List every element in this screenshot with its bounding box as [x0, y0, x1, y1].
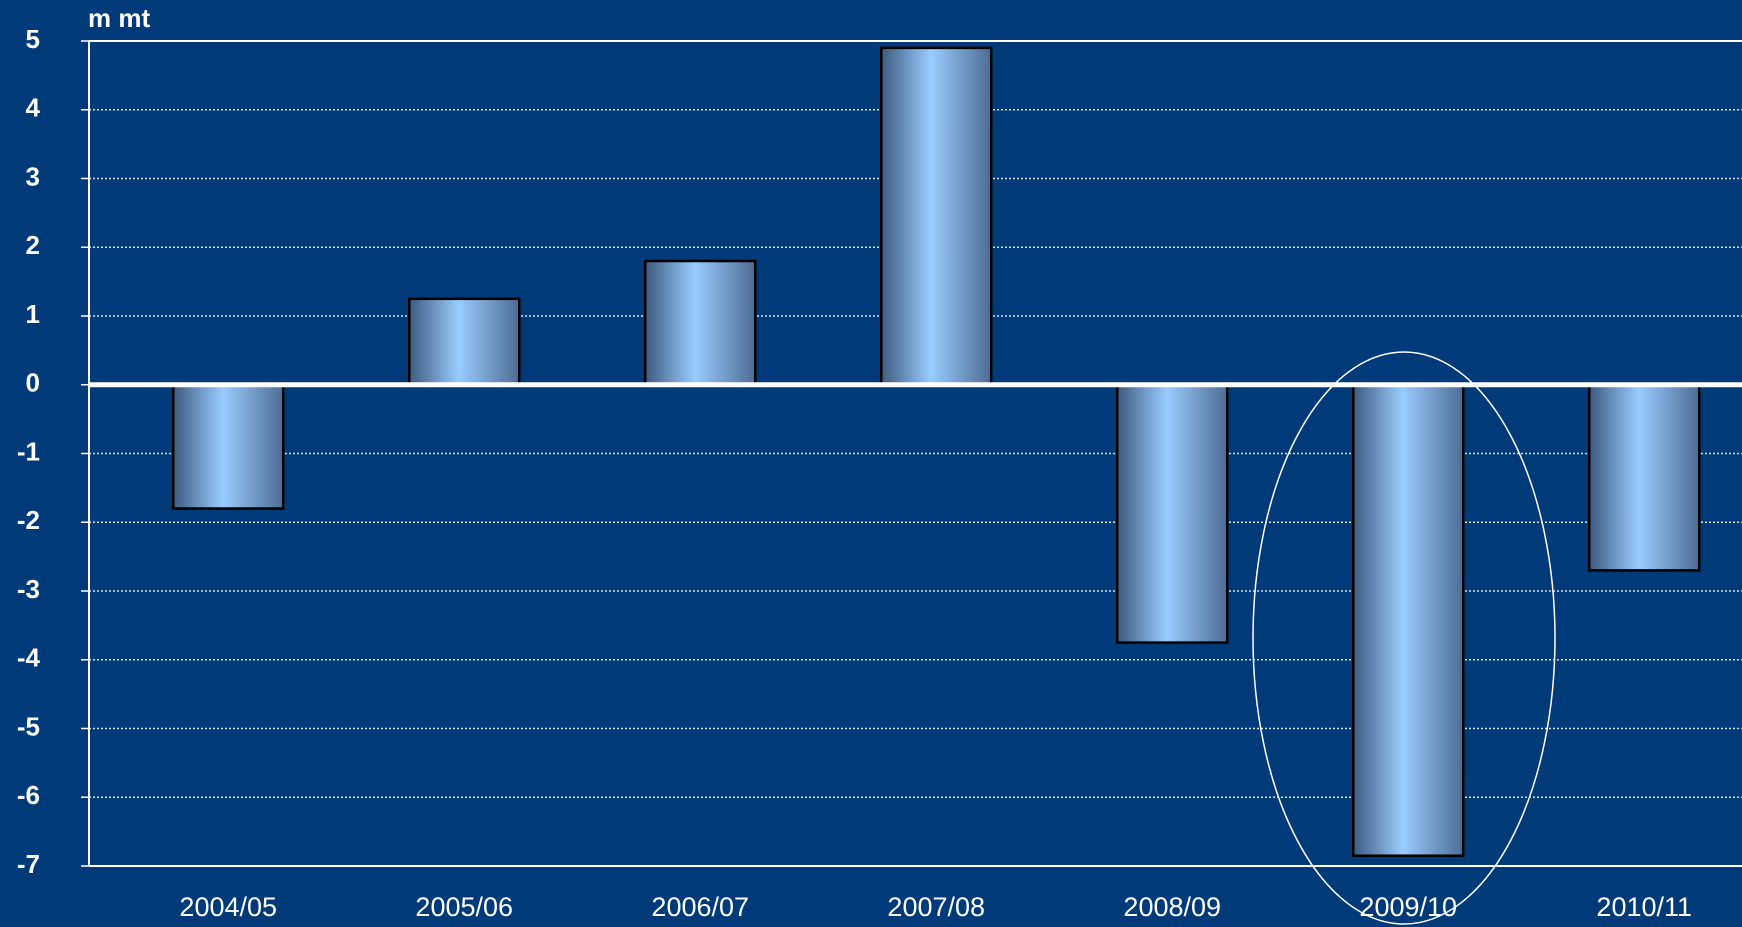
x-tick-label: 2010/11: [1596, 892, 1692, 922]
y-tick-label: -1: [17, 436, 40, 466]
y-tick-label: 1: [26, 299, 40, 329]
x-tick-label: 2007/08: [887, 892, 985, 922]
y-tick-label: -2: [17, 505, 40, 535]
y-tick-label: 5: [26, 24, 40, 54]
bar: [1115, 383, 1229, 644]
bar: [1587, 383, 1701, 572]
y-tick-label: -6: [17, 780, 40, 810]
bar: [407, 297, 521, 386]
x-tick-label: 2008/09: [1123, 892, 1221, 922]
y-tick-label: 2: [26, 230, 40, 260]
bar: [643, 259, 757, 386]
y-tick-label: 0: [26, 368, 40, 398]
bar: [879, 46, 993, 386]
highlight-ellipse: [1252, 351, 1556, 925]
x-tick-label: 2005/06: [415, 892, 513, 922]
y-tick-label: -4: [17, 643, 41, 673]
y-tick-label: -3: [17, 574, 40, 604]
y-tick-label: 3: [26, 161, 40, 191]
x-tick-label: 2006/07: [651, 892, 749, 922]
x-tick-label: 2004/05: [179, 892, 277, 922]
x-tick-label: 2009/10: [1359, 892, 1457, 922]
y-tick-label: -7: [17, 849, 40, 879]
y-axis-label: m mt: [88, 3, 150, 33]
y-tick-label: 4: [26, 93, 41, 123]
bar: [1351, 383, 1465, 857]
y-tick-label: -5: [17, 711, 40, 741]
bar: [171, 383, 285, 510]
